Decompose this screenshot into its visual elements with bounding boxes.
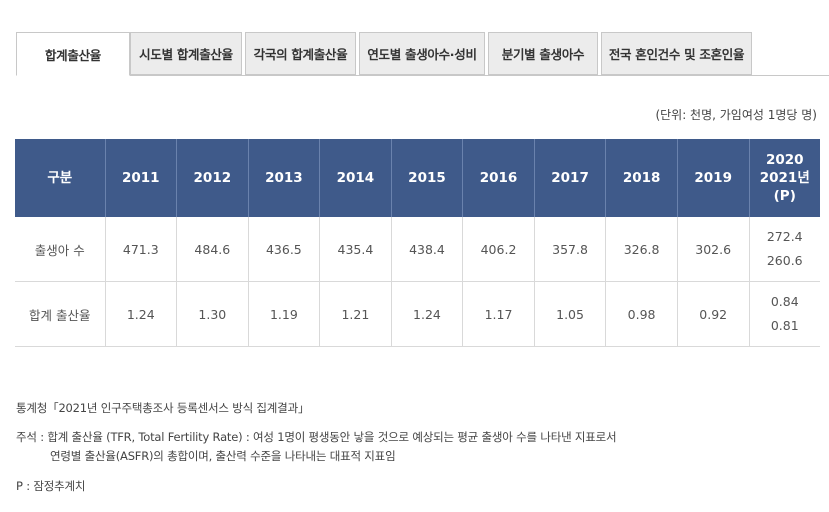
header-year: 2013 — [248, 139, 321, 217]
table-cell: 436.5 — [248, 217, 321, 282]
tab-country-fertility-rate[interactable]: 각국의 합계출산율 — [245, 32, 356, 75]
table-row-births: 출생아 수 471.3 484.6 436.5 435.4 438.4 406.… — [15, 217, 820, 282]
tab-marriages-rate[interactable]: 전국 혼인건수 및 조혼인율 — [601, 32, 752, 75]
tab-regional-fertility-rate[interactable]: 시도별 합계출산율 — [130, 32, 242, 75]
header-category: 구분 — [15, 139, 106, 217]
tab-quarterly-births[interactable]: 분기별 출생아수 — [488, 32, 598, 75]
table-cell: 1.21 — [319, 281, 392, 347]
table-cell: 0.98 — [605, 281, 678, 347]
row-label: 합계 출산율 — [15, 281, 106, 347]
table-cell: 1.24 — [391, 281, 464, 347]
fertility-table: 구분 2011 2012 2013 2014 2015 2016 2017 20… — [15, 139, 820, 347]
table-cell: 302.6 — [677, 217, 750, 282]
table-cell: 471.3 — [105, 217, 178, 282]
value-2021: 260.6 — [766, 253, 803, 268]
table-row-tfr: 합계 출산율 1.24 1.30 1.19 1.21 1.24 1.17 1.0… — [15, 281, 820, 347]
row-label: 출생아 수 — [15, 217, 106, 282]
table-cell: 357.8 — [534, 217, 607, 282]
unit-note: (단위: 천명, 가임여성 1명당 명) — [655, 108, 817, 122]
provisional-note: P : 잠정추계치 — [16, 479, 86, 493]
table-cell: 326.8 — [605, 217, 678, 282]
table-cell: 1.24 — [105, 281, 178, 347]
source-note: 통계청「2021년 인구주택총조사 등록센서스 방식 집계결과」 — [16, 401, 310, 415]
header-year: 2015 — [391, 139, 464, 217]
header-year: 2014 — [319, 139, 392, 217]
table-cell: 1.19 — [248, 281, 321, 347]
header-year: 2012 — [176, 139, 249, 217]
header-year: 2017 — [534, 139, 607, 217]
value-2020: 0.84 — [770, 294, 799, 309]
footnote-line-1: 주석 : 합계 출산율 (TFR, Total Fertility Rate) … — [16, 430, 617, 444]
table-cell: 0.92 — [677, 281, 750, 347]
table-cell: 1.30 — [176, 281, 249, 347]
header-year: 2018 — [605, 139, 678, 217]
table-cell-2020-2021: 272.4 260.6 — [749, 217, 820, 282]
tab-bar-divider — [130, 75, 829, 76]
header-year-2020: 2020 — [765, 151, 804, 168]
tab-total-fertility-rate[interactable]: 합계출산율 — [16, 32, 130, 76]
header-year-2021: 2021년 — [759, 169, 810, 186]
table-cell: 435.4 — [319, 217, 392, 282]
table-cell: 1.17 — [462, 281, 535, 347]
value-2021: 0.81 — [770, 318, 799, 333]
tab-yearly-births-sex-ratio[interactable]: 연도별 출생아수·성비 — [359, 32, 485, 75]
tab-bar: 합계출산율 시도별 합계출산율 각국의 합계출산율 연도별 출생아수·성비 분기… — [16, 32, 829, 76]
table-cell: 1.05 — [534, 281, 607, 347]
value-2020: 272.4 — [766, 229, 803, 244]
header-year: 2019 — [677, 139, 750, 217]
footnote-line-2: 연령별 출산율(ASFR)의 총합이며, 출산력 수준을 나타내는 대표적 지표… — [50, 449, 396, 463]
header-year-2020-2021: 2020 2021년 (P) — [749, 139, 820, 217]
header-provisional: (P) — [773, 188, 796, 205]
table-cell: 438.4 — [391, 217, 464, 282]
table-cell: 406.2 — [462, 217, 535, 282]
table-cell-2020-2021: 0.84 0.81 — [749, 281, 820, 347]
table-cell: 484.6 — [176, 217, 249, 282]
header-year: 2011 — [105, 139, 178, 217]
header-year: 2016 — [462, 139, 535, 217]
table-header-row: 구분 2011 2012 2013 2014 2015 2016 2017 20… — [15, 139, 820, 217]
